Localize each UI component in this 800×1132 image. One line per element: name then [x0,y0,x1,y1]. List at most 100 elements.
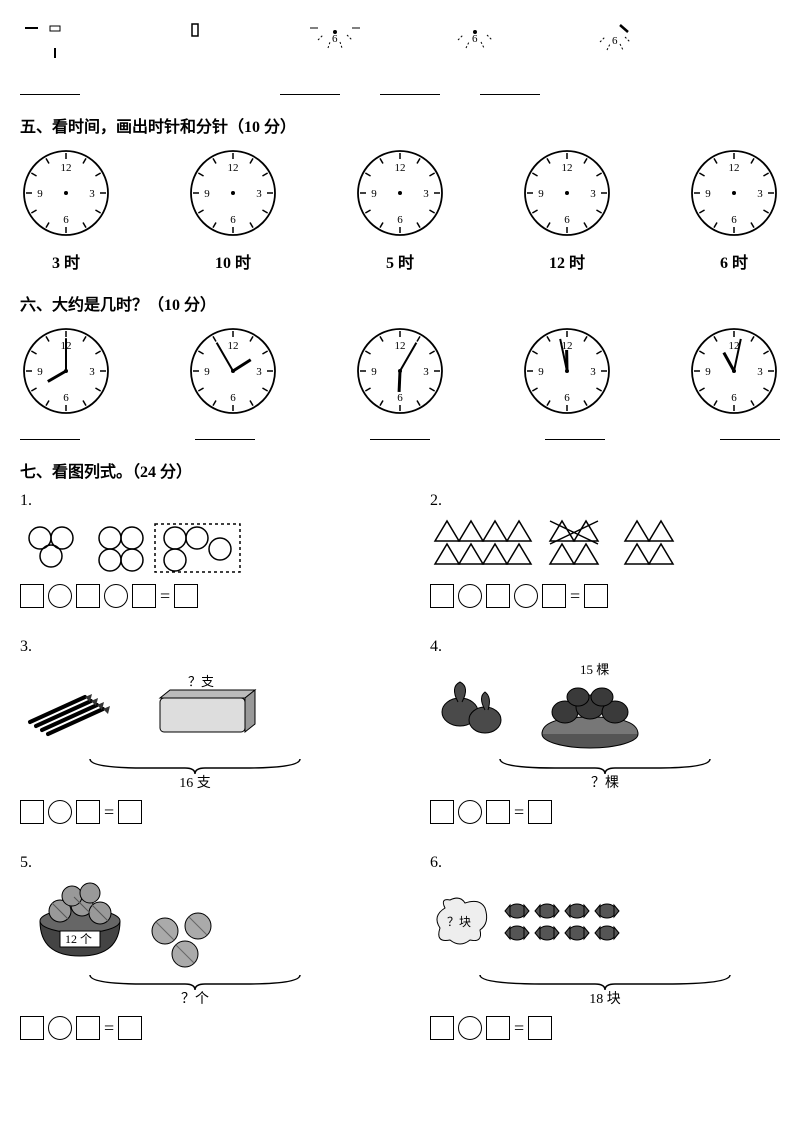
q-number: 4. [430,638,780,656]
svg-text:12: 12 [395,162,406,174]
answer-blank[interactable] [195,425,255,440]
clock-blank[interactable]: 3 6 9 12 5 时 [354,147,446,273]
svg-text:6: 6 [731,392,737,404]
section7-title: 七、看图列式。（24 分） [20,458,780,482]
partial-clock-3: 6 [300,20,380,70]
svg-text:6: 6 [564,214,570,226]
brace: ？棵 [430,756,780,792]
section6-answers [20,425,780,440]
equation-template[interactable]: = [430,800,780,824]
svg-text:9: 9 [371,188,377,200]
equation-template[interactable]: = [430,1016,780,1040]
q-number: 5. [20,854,370,872]
svg-text:9: 9 [37,188,43,200]
q-number: 3. [20,638,370,656]
answer-blank[interactable] [545,425,605,440]
brace-label: ？棵 [430,772,780,792]
section5-clocks: 369123 时3691210 时369125 时3691212 时369126… [20,147,780,273]
section6-title: 六、大约是几时？（10 分） [20,291,780,315]
clock-with-hands: 36912 [521,325,613,417]
brace: ？个 [20,972,370,1008]
svg-text:？支: ？支 [188,674,214,689]
svg-text:3: 3 [89,188,95,200]
svg-text:15 棵: 15 棵 [580,662,609,677]
equation-template[interactable]: = [20,584,370,608]
equation-template[interactable]: = [430,584,780,608]
clock-with-hands: 36912 [20,325,112,417]
svg-text:3: 3 [256,188,262,200]
q5: 5. 12 个 [20,854,370,1040]
svg-text:3: 3 [423,188,429,200]
svg-text:3: 3 [256,366,262,378]
svg-text:12: 12 [729,162,740,174]
svg-text:6: 6 [472,33,478,45]
svg-text:6: 6 [332,33,338,45]
q-number: 6. [430,854,780,872]
svg-text:6: 6 [397,214,403,226]
answer-blank[interactable] [280,80,340,95]
q6: 6. ？块 18 块 = [430,854,780,1040]
brace: 18 块 [430,972,780,1008]
equation-template[interactable]: = [20,1016,370,1040]
q-number: 2. [430,492,780,510]
q1: 1. = [20,492,370,608]
equation-template[interactable]: = [20,800,370,824]
top-partial-clocks: 6 6 6 [20,20,780,70]
svg-text:3: 3 [757,188,763,200]
partial-clock-1 [20,20,100,70]
q4: 4. 15 棵 ？ [430,638,780,824]
svg-text:6: 6 [63,392,69,404]
clock-blank[interactable]: 3691210 时 [187,147,279,273]
svg-text:9: 9 [538,366,544,378]
svg-text:6: 6 [731,214,737,226]
answer-blank[interactable] [480,80,540,95]
svg-text:12 个: 12 个 [65,932,92,946]
clock-blank[interactable]: 369123 时 [20,147,112,273]
answer-blank[interactable] [20,425,80,440]
clock-time-label: 5 时 [354,249,446,273]
svg-text:6: 6 [230,214,236,226]
svg-text:9: 9 [705,366,711,378]
svg-text:6: 6 [564,392,570,404]
q2: 2. = [430,492,780,608]
svg-text:6: 6 [612,35,618,47]
svg-text:3: 3 [89,366,95,378]
svg-text:6: 6 [63,214,69,226]
clock-blank[interactable]: 3 6 9 12 6 时 [688,147,780,273]
svg-text:3: 3 [590,188,596,200]
q1-shapes [20,516,280,576]
partial-clock-5: 6 [580,20,660,70]
svg-text:9: 9 [538,188,544,200]
svg-text:6: 6 [230,392,236,404]
clock-with-hands: 36912 [187,325,279,417]
svg-text:9: 9 [204,188,210,200]
q2-shapes [430,516,710,576]
answer-blank[interactable] [370,425,430,440]
svg-text:3: 3 [423,366,429,378]
svg-text:3: 3 [590,366,596,378]
q3-illus: ？支 [20,662,280,752]
q4-illus: 15 棵 [430,662,690,752]
top-answer-lines [20,80,780,95]
partial-clock-2 [160,20,240,70]
clock-time-label: 6 时 [688,249,780,273]
answer-blank[interactable] [20,80,80,95]
clock-with-hands: 36912 [354,325,446,417]
svg-text:9: 9 [705,188,711,200]
q3: 3. ？支 16 支 [20,638,370,824]
q6-illus: ？块 [430,878,730,968]
brace: 16 支 [20,756,370,792]
clock-time-label: 10 时 [187,249,279,273]
answer-blank[interactable] [720,425,780,440]
clock-time-label: 3 时 [20,249,112,273]
clock-blank[interactable]: 3691212 时 [521,147,613,273]
svg-text:9: 9 [37,366,43,378]
brace-label: ？个 [20,988,370,1008]
answer-blank[interactable] [380,80,440,95]
svg-text:3: 3 [757,366,763,378]
svg-text:9: 9 [371,366,377,378]
q5-illus: 12 个 [20,876,280,971]
section6-clocks: 3691236912369123691236912 [20,325,780,417]
svg-text:？块: ？块 [447,915,471,929]
brace-label: 18 块 [430,988,780,1008]
